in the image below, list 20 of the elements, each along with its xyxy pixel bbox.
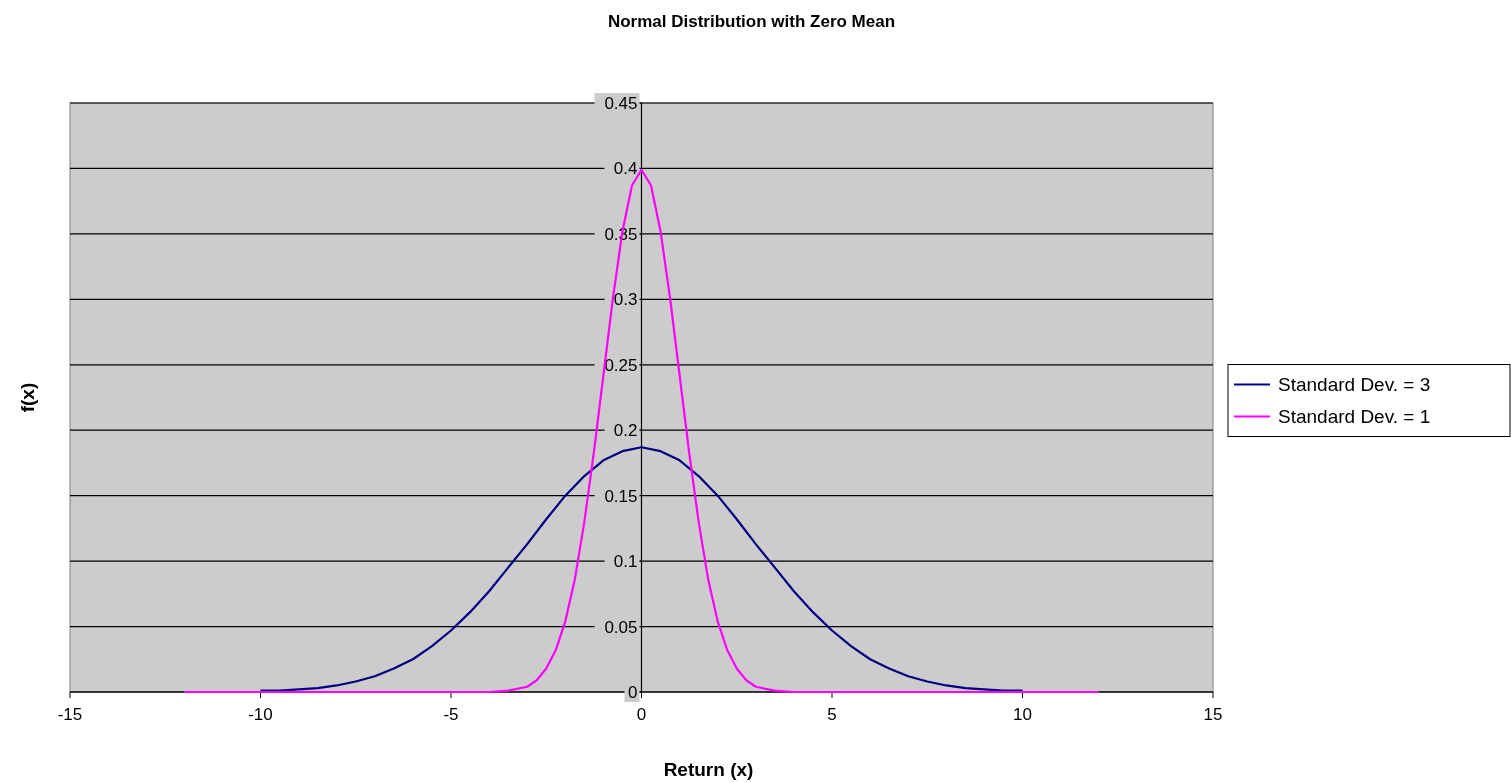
x-axis-title: Return (x) (663, 759, 754, 780)
x-tick-label: -15 (57, 705, 83, 724)
y-tick-label: 0 (628, 682, 638, 702)
y-tick-label: 0.2 (613, 421, 638, 441)
x-tick-label: -10 (248, 705, 273, 724)
x-tick-label: 5 (827, 705, 837, 724)
x-tick-label: 15 (1203, 705, 1223, 724)
y-tick-label: 0.3 (613, 290, 638, 310)
y-tick-label: 0.15 (604, 486, 638, 506)
x-tick-label: -5 (443, 705, 459, 724)
legend-label: Standard Dev. = 1 (1278, 406, 1431, 428)
y-tick-label: 0.25 (604, 355, 638, 375)
y-axis-title: f(x) (17, 382, 38, 413)
y-tick-label: 0.05 (604, 617, 638, 637)
y-tick-label: 0.45 (604, 93, 638, 113)
y-tick-label: 0.4 (613, 159, 638, 179)
y-tick-label: 0.1 (613, 552, 638, 572)
x-tick-label: 10 (1013, 705, 1032, 724)
legend-label: Standard Dev. = 3 (1278, 374, 1431, 396)
chart-title: Normal Distribution with Zero Mean (607, 12, 896, 31)
